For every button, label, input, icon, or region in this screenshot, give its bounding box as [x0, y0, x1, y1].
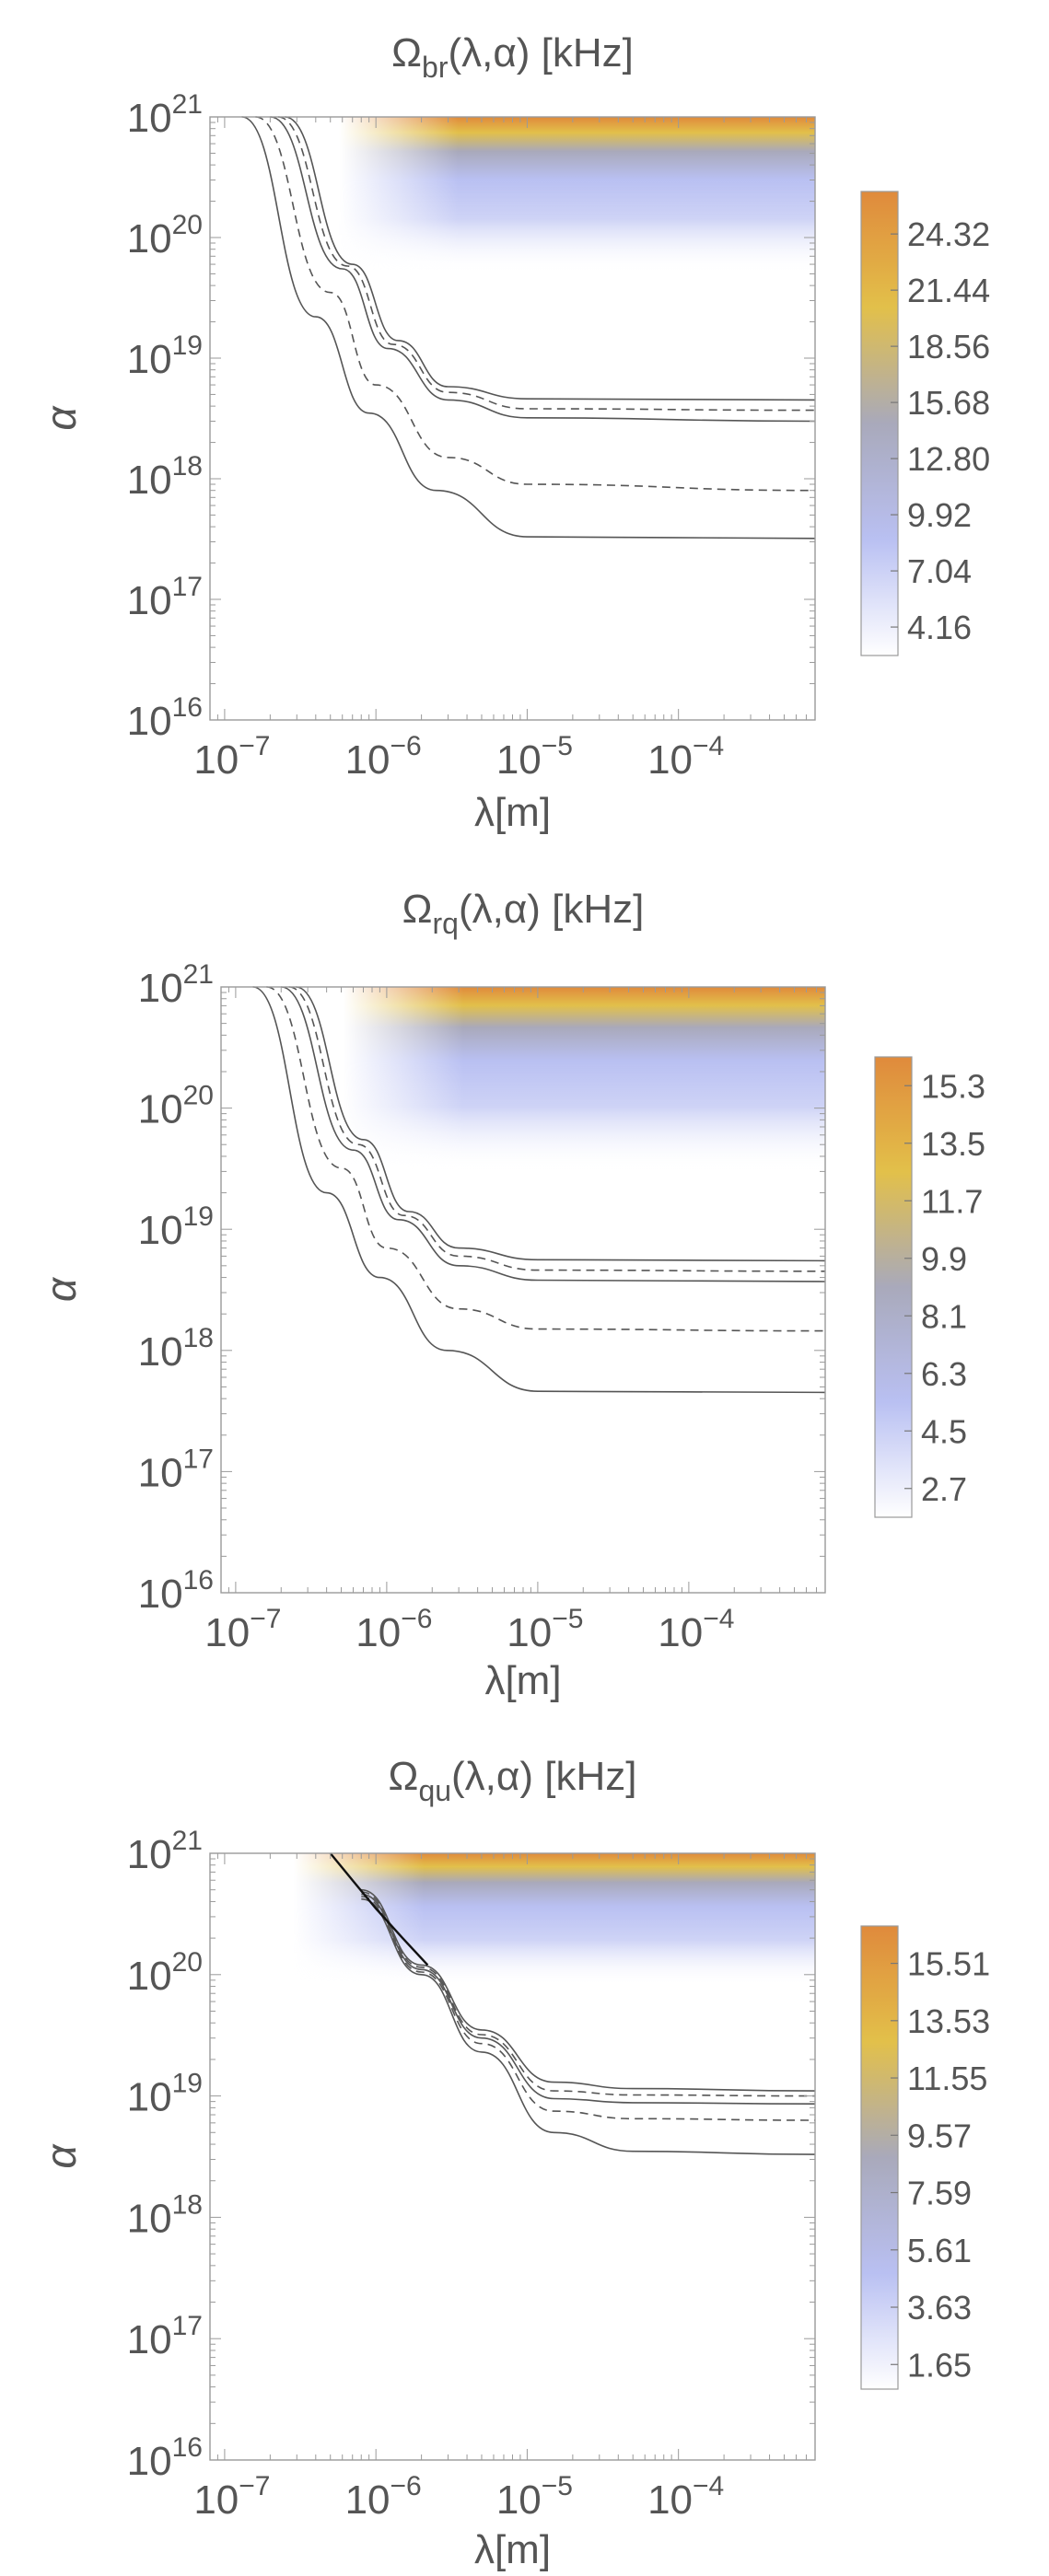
colorbar-tick-label-2: 13.53 [907, 2002, 990, 2040]
y-tick-label-6: 1021 [127, 89, 203, 141]
contour-dashed-2 [361, 1891, 816, 2097]
x-tick-label-4: 10−4 [647, 731, 724, 783]
y-tick-label-1: 1016 [138, 1565, 214, 1617]
colorbar-tick-label-8: 2.7 [921, 1470, 967, 1508]
contour-dashed-4 [266, 986, 826, 1332]
x-tick-label-4: 10−4 [647, 2471, 724, 2523]
contour-solid-3 [285, 116, 816, 401]
y-tick-label-3: 1018 [127, 451, 203, 503]
minor-ticks [209, 116, 816, 721]
y-tick-label-3: 1018 [138, 1323, 214, 1375]
x-tick-label-3: 10−5 [496, 731, 573, 783]
colorbar-tick-label-4: 15.68 [907, 384, 990, 422]
x-tick-label-2: 10−6 [355, 1604, 432, 1655]
contour-solid-3 [296, 986, 826, 1262]
contour-solid-5 [361, 1897, 816, 2155]
y-tick-label-4: 1019 [127, 331, 203, 382]
y-tick-label-5: 1020 [138, 1081, 214, 1132]
colorbar-tick-label-6: 9.92 [907, 496, 972, 534]
y-axis-label: α [37, 2143, 85, 2169]
y-tick-label-2: 1017 [127, 572, 203, 623]
y-tick-label-3: 1018 [127, 2189, 203, 2241]
colorbar-tick-label-1: 24.32 [907, 215, 990, 253]
colorbar-tick-label-1: 15.51 [907, 1945, 990, 1983]
colorbar-tick-label-8: 1.65 [907, 2346, 972, 2384]
x-tick-label-1: 10−7 [193, 731, 270, 783]
colorbar-tick-label-3: 11.7 [921, 1182, 983, 1220]
y-tick-label-2: 1017 [138, 1444, 214, 1495]
x-axis-label: λ[m] [474, 2527, 551, 2572]
heatmap-field [343, 987, 825, 1172]
colorbar-tick-label-8: 4.16 [907, 609, 972, 646]
colorbar-tick-label-1: 15.3 [921, 1067, 985, 1105]
y-tick-label-6: 1021 [138, 959, 214, 1011]
colorbar-tick-label-3: 11.55 [907, 2060, 987, 2097]
y-axis-label: α [37, 405, 85, 431]
contour-solid-5 [241, 116, 816, 540]
colorbar-tick-label-7: 3.63 [907, 2289, 972, 2327]
contour-dashed-4 [255, 116, 816, 492]
colorbar-tick-label-7: 4.5 [921, 1412, 967, 1450]
colorbar-tick-label-7: 7.04 [907, 552, 972, 590]
y-tick-label-1: 1016 [127, 2432, 203, 2484]
colorbar-tick-label-3: 18.56 [907, 328, 990, 366]
x-axis-label: λ[m] [474, 790, 551, 835]
y-tick-label-5: 1020 [127, 1947, 203, 1999]
chart-panel-2: 10−7 10−6 10−5 10−4 1016 1017 1018 1019 1020 1021… [37, 887, 985, 1703]
colorbar-tick-label-4: 9.9 [921, 1240, 967, 1278]
minor-ticks [209, 1852, 816, 2461]
x-tick-label-2: 10−6 [345, 731, 422, 783]
colorbar-tick-label-5: 12.80 [907, 440, 990, 478]
x-tick-label-3: 10−5 [496, 2471, 573, 2523]
chart-panel-3: 10−7 10−6 10−5 10−4 1016 1017 1018 1019 1020 1021… [37, 1754, 990, 2572]
colorbar [860, 191, 899, 656]
heatmap-field [293, 1853, 816, 1987]
contour-dashed-4 [361, 1896, 816, 2121]
boundary-line [329, 1852, 429, 1967]
x-tick-label-3: 10−5 [507, 1604, 583, 1655]
x-tick-label-1: 10−7 [193, 2471, 270, 2523]
chart-title: Ωrq(λ,α) [kHz] [402, 887, 645, 940]
x-axis-label: λ[m] [484, 1658, 561, 1703]
colorbar-tick-label-5: 7.59 [907, 2175, 972, 2212]
contour-dashed-2 [277, 116, 816, 412]
colorbar-tick-label-2: 13.5 [921, 1125, 985, 1163]
y-tick-label-5: 1020 [127, 210, 203, 261]
colorbar-tick-label-6: 6.3 [921, 1355, 967, 1393]
y-tick-label-2: 1017 [127, 2311, 203, 2362]
chart-title: Ωbr(λ,α) [kHz] [391, 30, 634, 84]
y-tick-label-4: 1019 [127, 2069, 203, 2120]
colorbar [860, 1925, 899, 2390]
y-tick-label-1: 1016 [127, 692, 203, 744]
colorbar-tick-label-2: 21.44 [907, 272, 990, 309]
contour-dashed-2 [288, 986, 826, 1272]
heatmap-field [339, 117, 815, 274]
x-tick-label-2: 10−6 [345, 2471, 422, 2523]
chart-panel-1: 10−7 10−6 10−5 10−4 1016 1017 1018 1019 1020 1021… [37, 30, 990, 835]
contour-solid-1 [361, 1888, 816, 2092]
y-tick-label-4: 1019 [138, 1201, 214, 1253]
y-tick-label-6: 1021 [127, 1826, 203, 1877]
contour-solid-5 [252, 986, 826, 1394]
minor-ticks [220, 986, 826, 1594]
contour-solid-1 [270, 116, 816, 423]
colorbar [874, 1056, 913, 1518]
contour-solid-3 [361, 1893, 816, 2105]
colorbar-tick-label-5: 8.1 [921, 1297, 967, 1335]
x-tick-label-1: 10−7 [204, 1604, 281, 1655]
colorbar-tick-label-6: 5.61 [907, 2232, 972, 2269]
y-axis-label: α [37, 1276, 85, 1302]
colorbar-tick-label-4: 9.57 [907, 2117, 972, 2154]
chart-title: Ωqu(λ,α) [kHz] [389, 1754, 637, 1807]
x-tick-label-4: 10−4 [658, 1604, 734, 1655]
contour-solid-1 [281, 986, 826, 1282]
